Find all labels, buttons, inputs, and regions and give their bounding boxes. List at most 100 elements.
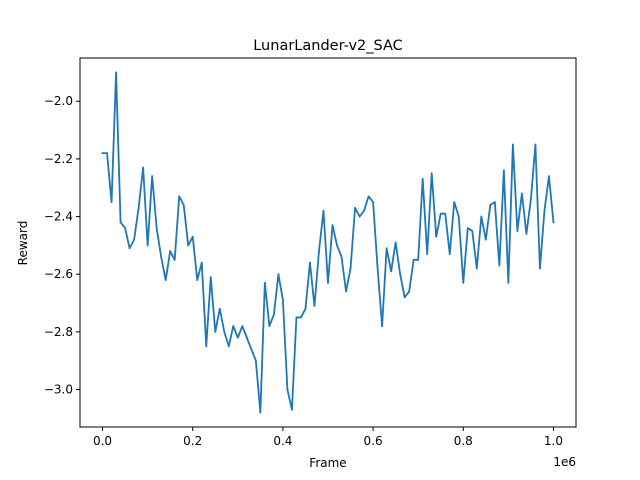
data-point [106,152,108,155]
y-tick-label: −2.4 [44,210,73,224]
data-point [164,279,167,281]
data-point [417,258,420,261]
data-point [205,345,208,348]
data-point [430,172,433,175]
data-point [403,296,406,299]
data-point [412,258,415,261]
x-tick-label: 0.0 [93,434,112,448]
data-point [367,195,370,198]
data-point [187,244,190,247]
x-axis-label: Frame [309,456,346,470]
data-point [160,256,163,258]
data-point [245,336,248,339]
data-point [214,330,217,333]
data-point [196,279,199,281]
data-point [408,290,411,293]
data-point [223,330,226,333]
data-point [372,201,374,204]
data-point [155,227,158,229]
x-axis: 0.0 0.2 0.4 0.6 0.8 1.0 [93,427,563,448]
data-point [218,307,221,310]
x-tick-label: 0.8 [454,434,473,448]
data-point [304,307,307,310]
data-point [327,281,329,284]
data-point [502,169,505,172]
data-point [254,359,257,362]
data-point [142,166,145,169]
series-points [101,71,555,414]
data-point [448,253,451,255]
data-point [489,204,492,206]
data-point [200,261,203,264]
data-point [191,235,194,238]
data-point [516,230,519,232]
data-point [101,152,104,155]
x-tick-label: 0.6 [364,434,383,448]
y-axis-label: Reward [16,221,30,266]
y-tick-label: −3.0 [44,383,73,397]
data-point [295,316,298,319]
data-point [124,227,126,229]
data-point [115,71,117,74]
data-point [385,247,388,250]
data-point [520,192,523,195]
data-point [345,290,347,293]
data-point [534,143,537,146]
data-point [435,235,438,238]
data-point [250,348,253,351]
data-point [426,253,429,255]
data-point [484,238,487,241]
data-point [498,264,501,267]
data-point [539,267,541,270]
data-point [471,230,474,232]
data-point [282,299,284,302]
data-point [511,143,514,146]
plot-area-frame [79,57,577,428]
data-point [525,232,528,235]
data-point [300,316,302,319]
data-point [399,273,402,276]
data-point [182,204,185,206]
y-tick-label: −2.8 [44,325,73,339]
series-line [101,71,555,414]
data-point [286,388,289,391]
data-point [394,241,397,244]
data-point [110,201,113,204]
data-point [453,201,456,204]
data-point [241,325,244,327]
data-point [552,221,555,224]
data-point [151,175,154,178]
data-point [322,209,325,212]
data-point [466,227,469,229]
data-point [169,250,172,253]
data-point [543,209,546,212]
data-point [313,305,316,307]
data-point [133,238,136,241]
data-point [349,267,352,270]
data-point [309,261,311,264]
data-point [277,273,280,276]
data-point [263,281,266,284]
data-point [209,276,212,278]
data-point [439,212,442,215]
data-point [236,336,239,339]
data-point [457,215,460,218]
data-point [336,244,338,247]
data-point [390,270,393,273]
data-point [291,408,293,411]
data-point [178,195,181,198]
x-axis-offset-label: 1e6 [553,455,576,469]
data-point [358,215,361,218]
data-point [376,267,379,270]
data-point [259,411,262,414]
x-tick-label: 0.4 [273,434,292,448]
data-point [272,313,275,316]
data-point [146,244,149,247]
data-point [475,267,478,270]
data-point [421,178,424,180]
y-tick-label: −2.2 [44,152,73,166]
data-point [363,209,365,212]
data-point [507,281,510,284]
data-point [548,175,550,178]
data-point [354,207,356,209]
